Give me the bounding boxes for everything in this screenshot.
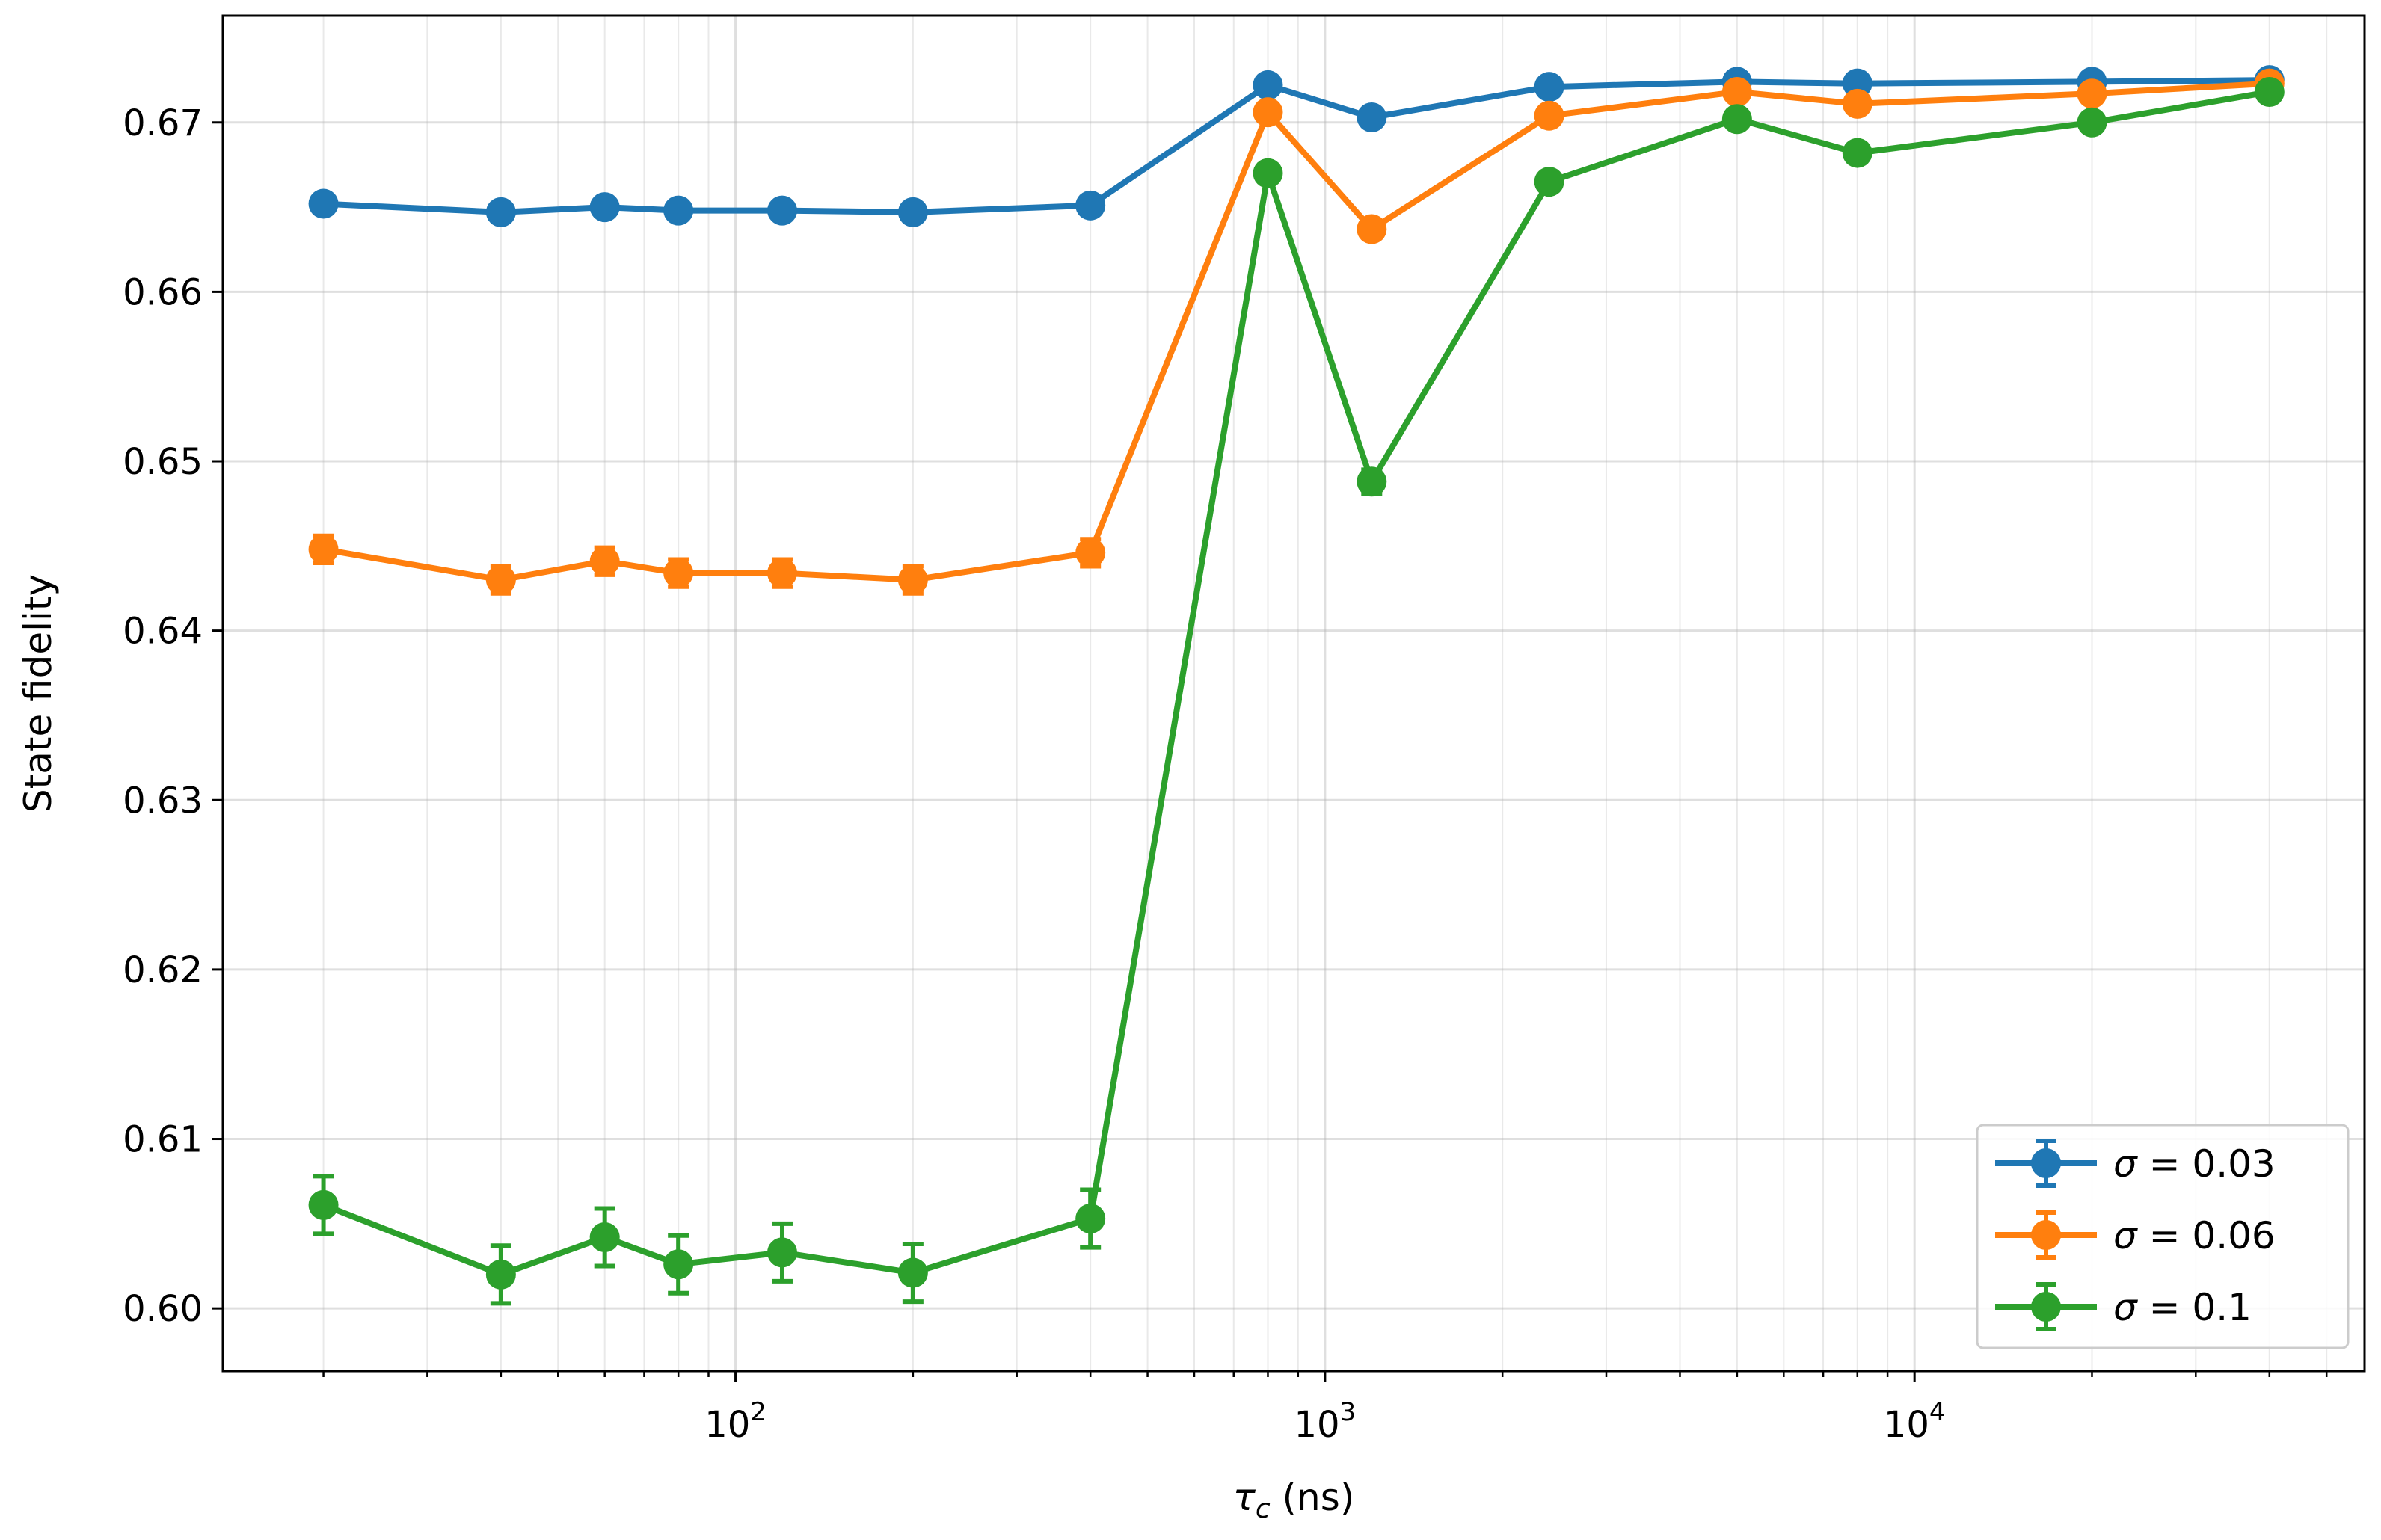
data-point bbox=[1357, 214, 1387, 244]
grid-layer bbox=[223, 16, 2365, 1371]
data-point bbox=[1357, 466, 1387, 497]
data-point bbox=[663, 195, 694, 226]
legend-label-symbol: σ bbox=[2113, 1214, 2138, 1257]
legend-marker bbox=[2031, 1148, 2061, 1178]
data-point bbox=[1721, 104, 1752, 135]
x-tick-label: 103 bbox=[1294, 1397, 1357, 1446]
x-tick-base: 10 bbox=[1884, 1404, 1929, 1446]
x-tick-exponent: 3 bbox=[1340, 1397, 1357, 1427]
x-tick-exponent: 2 bbox=[750, 1397, 766, 1427]
data-point bbox=[485, 197, 516, 227]
y-tick-label: 0.64 bbox=[123, 611, 203, 653]
data-point bbox=[897, 197, 928, 227]
data-point bbox=[1253, 97, 1283, 128]
legend: σ = 0.03σ = 0.06σ = 0.1 bbox=[1976, 1124, 2350, 1349]
legend-item: σ = 0.03 bbox=[1995, 1139, 2276, 1188]
legend-marker bbox=[2031, 1220, 2061, 1250]
y-tick-label: 0.61 bbox=[123, 1119, 203, 1161]
data-point bbox=[1075, 538, 1106, 568]
legend-item: σ = 0.06 bbox=[1995, 1210, 2276, 1260]
plot-frame bbox=[221, 14, 2366, 1373]
data-point bbox=[308, 1189, 339, 1220]
x-axis-label-subscript: c bbox=[1256, 1494, 1271, 1524]
data-point bbox=[2077, 78, 2107, 109]
data-point bbox=[589, 192, 620, 223]
data-point bbox=[663, 1249, 694, 1280]
y-tick-label: 0.63 bbox=[123, 780, 203, 822]
legend-marker bbox=[2031, 1292, 2061, 1322]
data-point bbox=[485, 564, 516, 595]
legend-box bbox=[1976, 1124, 2350, 1349]
data-point bbox=[897, 564, 928, 595]
data-point bbox=[766, 195, 797, 226]
data-point bbox=[308, 188, 339, 219]
legend-label: σ = 0.06 bbox=[2113, 1214, 2276, 1257]
legend-label-value: 0.1 bbox=[2192, 1286, 2252, 1329]
axis-layer: 102 103 1040.600.610.620.630.640.650.660.6… bbox=[16, 102, 2328, 1524]
y-tick-label: 0.60 bbox=[123, 1288, 203, 1330]
data-point bbox=[766, 1237, 797, 1268]
y-tick-label: 0.67 bbox=[123, 102, 203, 144]
series-2 bbox=[308, 76, 2285, 1306]
x-tick-label: 104 bbox=[1884, 1397, 1946, 1446]
data-point bbox=[308, 534, 339, 564]
y-tick-label: 0.62 bbox=[123, 949, 203, 991]
data-point bbox=[1842, 138, 1872, 168]
legend-label-equals: = bbox=[2137, 1142, 2193, 1186]
legend-label-equals: = bbox=[2137, 1286, 2193, 1329]
series-layer bbox=[308, 65, 2285, 1306]
data-point bbox=[589, 1222, 620, 1252]
legend-label-equals: = bbox=[2137, 1214, 2193, 1257]
data-point bbox=[2254, 76, 2285, 107]
y-axis-label: State fidelity bbox=[16, 574, 60, 813]
x-axis-label-symbol: τ bbox=[1233, 1476, 1256, 1519]
data-point bbox=[485, 1259, 516, 1290]
x-axis-label-unit: (ns) bbox=[1271, 1476, 1355, 1519]
legend-label-symbol: σ bbox=[2113, 1142, 2138, 1186]
data-point bbox=[1721, 76, 1752, 107]
data-point bbox=[1534, 72, 1564, 102]
data-point bbox=[1357, 102, 1387, 132]
legend-label: σ = 0.03 bbox=[2113, 1142, 2276, 1186]
data-point bbox=[663, 558, 694, 588]
data-point bbox=[897, 1257, 928, 1288]
data-point bbox=[766, 558, 797, 588]
x-axis-label: τc (ns) bbox=[1233, 1476, 1355, 1524]
legend-label: σ = 0.1 bbox=[2113, 1286, 2252, 1329]
y-tick-label: 0.65 bbox=[123, 441, 203, 483]
data-point bbox=[1253, 158, 1283, 188]
data-point bbox=[1534, 167, 1564, 197]
data-point bbox=[2077, 107, 2107, 138]
legend-label-symbol: σ bbox=[2113, 1286, 2138, 1329]
y-tick-label: 0.66 bbox=[123, 271, 203, 313]
x-tick-base: 10 bbox=[1294, 1404, 1340, 1446]
x-tick-base: 10 bbox=[704, 1404, 750, 1446]
data-point bbox=[1534, 100, 1564, 131]
series-1 bbox=[308, 68, 2285, 596]
x-tick-label: 102 bbox=[704, 1397, 766, 1446]
data-point bbox=[1842, 88, 1872, 119]
data-point bbox=[1075, 190, 1106, 221]
data-point bbox=[589, 546, 620, 576]
data-point bbox=[1253, 70, 1283, 100]
legend-item: σ = 0.1 bbox=[1995, 1282, 2252, 1331]
data-point bbox=[1075, 1204, 1106, 1234]
legend-label-value: 0.03 bbox=[2192, 1142, 2275, 1186]
x-tick-exponent: 4 bbox=[1929, 1397, 1946, 1427]
legend-label-value: 0.06 bbox=[2192, 1214, 2275, 1257]
